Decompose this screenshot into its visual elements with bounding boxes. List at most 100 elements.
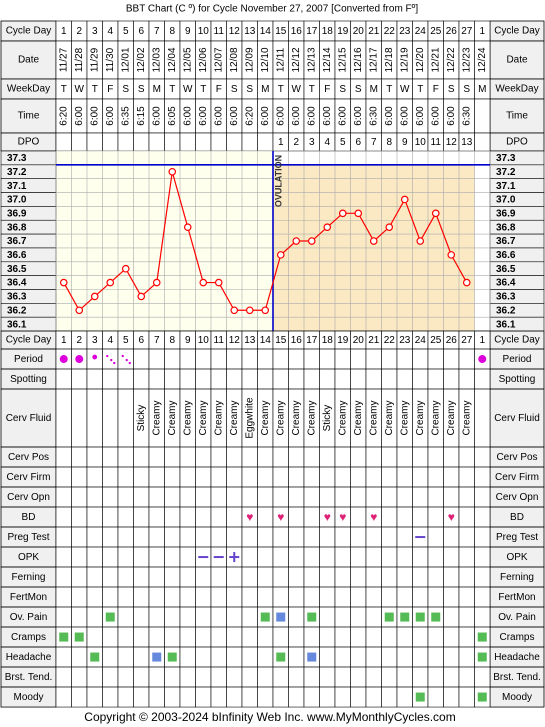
cramps-cell bbox=[179, 626, 196, 648]
headache-cell bbox=[458, 646, 475, 668]
cervical-fluid-value: Sticky bbox=[322, 405, 333, 432]
cramps-cell bbox=[210, 626, 227, 648]
spotting-cell bbox=[381, 368, 398, 390]
y-tick-label-right: 37.3 bbox=[496, 153, 516, 164]
headache-cell bbox=[226, 646, 243, 668]
weekday-value: W bbox=[400, 84, 410, 95]
time-value: 6:00 bbox=[213, 106, 224, 126]
cerv-opn-label: Cerv Opn bbox=[7, 492, 50, 503]
cycle-day-value: 2 bbox=[76, 26, 82, 37]
cramps-cell bbox=[412, 626, 429, 648]
cerv-firm-cell bbox=[272, 466, 289, 488]
moody-cell bbox=[257, 686, 274, 708]
moody-cell bbox=[303, 686, 320, 708]
bd-cell bbox=[55, 506, 72, 528]
dpo-value: 8 bbox=[386, 137, 392, 148]
ov-pain-cell bbox=[179, 606, 196, 628]
cervical-fluid-value: Sticky bbox=[136, 405, 147, 432]
y-tick-label-right: 36.9 bbox=[496, 208, 516, 219]
dpo-cell bbox=[133, 132, 150, 152]
cycle-day-value: 13 bbox=[244, 26, 256, 37]
cycle-day-value: 6 bbox=[138, 26, 144, 37]
bd-cell bbox=[288, 506, 305, 528]
spotting-cell bbox=[350, 368, 367, 390]
fertmon-cell bbox=[319, 586, 336, 608]
cerv-opn-cell bbox=[226, 486, 243, 508]
fertmon-cell bbox=[179, 586, 196, 608]
brst-tend-cell bbox=[288, 666, 305, 688]
brst-tend-cell bbox=[381, 666, 398, 688]
fertmon-cell bbox=[257, 586, 274, 608]
cerv-fluid-cell bbox=[86, 388, 103, 448]
fertmon-cell bbox=[443, 586, 460, 608]
heart-icon: ♥ bbox=[324, 510, 331, 524]
opk-cell bbox=[474, 546, 491, 568]
temperature-point bbox=[90, 292, 99, 301]
time-label: Time bbox=[18, 111, 40, 122]
cramps-cell bbox=[303, 626, 320, 648]
period-spotting-dot-icon bbox=[125, 358, 128, 362]
ferning-label: Ferning bbox=[12, 572, 46, 583]
ferning-cell bbox=[319, 566, 336, 588]
dpo-value: 5 bbox=[340, 137, 346, 148]
footer-text: Copyright © 2003-2024 bInfinity Web Inc.… bbox=[84, 710, 455, 724]
cramps-cell bbox=[226, 626, 243, 648]
cerv-pos-label: Cerv Pos bbox=[8, 452, 49, 463]
headache-cell bbox=[102, 646, 119, 668]
weekday-value: S bbox=[246, 84, 253, 95]
spotting-label-right: Spotting bbox=[499, 374, 536, 385]
cramps-cell bbox=[458, 626, 475, 648]
spotting-cell bbox=[117, 368, 134, 390]
dpo-cell bbox=[195, 132, 212, 152]
cerv-firm-cell bbox=[458, 466, 475, 488]
brst-tend-cell bbox=[86, 666, 103, 688]
preg-test-cell bbox=[319, 526, 336, 548]
ov-pain-cell bbox=[365, 606, 382, 628]
cerv-firm-cell bbox=[55, 466, 72, 488]
weekday-value: W bbox=[183, 84, 193, 95]
cervical-fluid-value: Creamy bbox=[399, 401, 410, 436]
y-tick-label-right: 37.1 bbox=[496, 181, 516, 192]
cycle-day-value: 4 bbox=[107, 26, 113, 37]
fertmon-cell bbox=[350, 586, 367, 608]
date-value: 12/11 bbox=[275, 47, 286, 72]
ov-pain-cell bbox=[117, 606, 134, 628]
time-value: 6:35 bbox=[120, 106, 131, 126]
time-value: 6:00 bbox=[353, 106, 364, 126]
fertmon-cell bbox=[396, 586, 413, 608]
temperature-point bbox=[137, 292, 146, 301]
fertmon-cell bbox=[272, 586, 289, 608]
period-cell bbox=[241, 348, 258, 370]
opk-cell bbox=[86, 546, 103, 568]
cramps-cell bbox=[272, 626, 289, 648]
date-value: 12/23 bbox=[461, 47, 472, 72]
cerv-firm-cell bbox=[319, 466, 336, 488]
temperature-point bbox=[292, 237, 301, 245]
time-value: 6:00 bbox=[151, 106, 162, 126]
headache-cell bbox=[71, 646, 88, 668]
bd-cell bbox=[303, 506, 320, 528]
period-flow-heavy-icon bbox=[59, 355, 68, 364]
cerv-firm-cell bbox=[241, 466, 258, 488]
spotting-cell bbox=[241, 368, 258, 390]
y-tick-label-right: 37.0 bbox=[496, 195, 516, 206]
dpo-cell bbox=[55, 132, 72, 152]
moody-cell bbox=[427, 686, 444, 708]
preg-test-cell bbox=[148, 526, 165, 548]
period-cell bbox=[288, 348, 305, 370]
ferning-cell bbox=[334, 566, 351, 588]
opk-label-right: OPK bbox=[506, 552, 527, 563]
date-value: 12/15 bbox=[337, 47, 348, 72]
brst-tend-cell bbox=[396, 666, 413, 688]
temperature-point bbox=[307, 237, 316, 245]
cerv-opn-cell bbox=[210, 486, 227, 508]
cycle-day-value: 7 bbox=[154, 26, 160, 37]
opk-cell bbox=[272, 546, 289, 568]
moody-cell bbox=[319, 686, 336, 708]
ferning-cell bbox=[365, 566, 382, 588]
ov-pain-cell bbox=[474, 606, 491, 628]
opk-cell bbox=[458, 546, 475, 568]
weekday-value: S bbox=[448, 84, 455, 95]
cerv-firm-cell bbox=[288, 466, 305, 488]
chart-title: BBT Chart (C º) for Cycle November 27, 2… bbox=[126, 4, 418, 15]
